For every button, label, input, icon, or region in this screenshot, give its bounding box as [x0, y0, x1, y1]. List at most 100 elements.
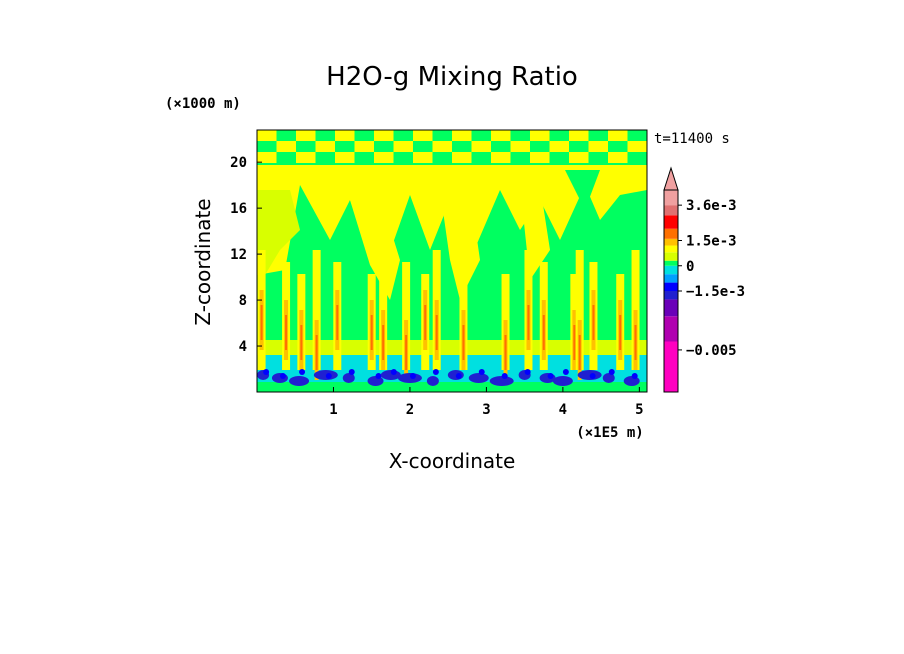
checker-cell: [510, 141, 530, 152]
colorbar-level: [664, 245, 678, 253]
x-tick-label: 2: [406, 402, 414, 418]
plume-core-red: [542, 315, 545, 350]
checker-cell: [335, 152, 355, 163]
dry-spot: [342, 373, 355, 383]
dry-spot: [289, 376, 310, 386]
dry-spot-core: [455, 373, 462, 379]
x-axis: 1 2 3 4 5: [329, 387, 644, 418]
convective-plumes: [257, 250, 640, 380]
checker-cell: [257, 152, 277, 163]
dry-spot-core: [390, 369, 397, 375]
y-unit-label: (×1000 m): [165, 96, 241, 112]
checker-cell: [627, 141, 647, 152]
y-tick-label: 12: [230, 247, 247, 263]
x-tick-label: 5: [635, 402, 643, 418]
plume-core-yellow: [575, 250, 584, 370]
checker-cell: [354, 141, 374, 152]
y-axis-label: Z-coordinate: [191, 198, 215, 325]
colorbar-level: [664, 299, 678, 317]
plume-core-red: [573, 325, 576, 360]
chart-title: H2O-g Mixing Ratio: [326, 62, 578, 92]
y-tick-label: 8: [239, 293, 247, 309]
colorbar-label: −0.005: [686, 343, 737, 359]
plume-core-red: [435, 315, 438, 350]
dry-spot-core: [279, 373, 286, 379]
colorbar-level: [664, 205, 678, 216]
region-mid2-yellow: [440, 190, 480, 300]
x-tick-label: 4: [559, 402, 567, 418]
checker-cell: [588, 141, 608, 152]
checker-cell: [393, 141, 413, 152]
checker-cell: [374, 130, 394, 141]
colorbar-level: [664, 282, 678, 291]
dry-spot: [577, 370, 602, 380]
x-tick-label: 3: [482, 402, 490, 418]
checker-cell: [530, 152, 550, 163]
colorbar-extend-arrow: [663, 166, 679, 191]
checker-cell: [530, 130, 550, 141]
plume-core-red: [370, 315, 373, 350]
colorbar-level: [664, 228, 678, 239]
plume-core-red: [424, 305, 427, 340]
checker-cell: [257, 130, 277, 141]
plume-core-red: [405, 335, 408, 370]
region-left-yellow: [257, 190, 300, 275]
checker-cell: [432, 141, 452, 152]
dry-spot: [367, 376, 384, 386]
plume-core-red: [336, 305, 339, 340]
checker-cell: [296, 130, 316, 141]
colorbar-label: −1.5e-3: [686, 284, 745, 300]
colorbar-level: [664, 260, 678, 266]
plume-core-yellow: [402, 262, 411, 370]
x-axis-label: X-coordinate: [389, 449, 516, 473]
checker-cell: [491, 152, 511, 163]
plot-frame: [256, 129, 648, 393]
y-tick-label: 16: [230, 201, 247, 217]
checker-cell: [374, 152, 394, 163]
checker-cell: [608, 152, 628, 163]
checker-cell: [276, 141, 296, 152]
dry-spot: [397, 373, 422, 383]
checker-cell: [413, 152, 433, 163]
colorbar-level: [664, 341, 678, 392]
dry-spot-core: [608, 369, 615, 375]
dry-spot: [489, 376, 514, 386]
colorbar-label: 0: [686, 259, 694, 275]
dry-spot: [313, 370, 338, 380]
y-tick-label: 4: [239, 339, 247, 355]
dry-spot-core: [325, 373, 332, 379]
dry-spot: [623, 376, 640, 386]
dry-spot-core: [478, 369, 485, 375]
region-v-green: [565, 170, 600, 210]
plume-core-red: [285, 315, 288, 350]
heatmap-field: [256, 129, 648, 393]
dry-spot-core: [631, 373, 638, 379]
colorbar-level: [664, 291, 678, 300]
colorbar-level: [664, 215, 678, 229]
dry-spot-core: [547, 373, 554, 379]
plume-core-red: [315, 335, 318, 370]
checker-cell: [335, 130, 355, 141]
plume-core-red: [260, 305, 263, 340]
colorbar-level: [664, 265, 678, 275]
band-surface: [257, 382, 647, 392]
y-tick-label: 20: [230, 155, 247, 171]
dry-spot-core: [409, 373, 416, 379]
colorbar-label: 3.6e-3: [686, 198, 737, 214]
plume-core-yellow: [312, 250, 321, 370]
checker-cell: [569, 152, 589, 163]
plume-core-red: [504, 335, 507, 370]
colorbar-level: [664, 252, 678, 261]
plume-core-red: [592, 305, 595, 340]
plume-core-red: [300, 325, 303, 360]
plume-core-red: [578, 335, 581, 370]
checker-cell: [452, 152, 472, 163]
dry-spot-core: [501, 373, 508, 379]
checker-cell: [549, 141, 569, 152]
dry-spot-core: [375, 373, 382, 379]
dry-spots: [257, 369, 640, 386]
colorbar-level: [664, 238, 678, 246]
colorbar-level: [664, 274, 678, 283]
checker-cell: [471, 141, 491, 152]
